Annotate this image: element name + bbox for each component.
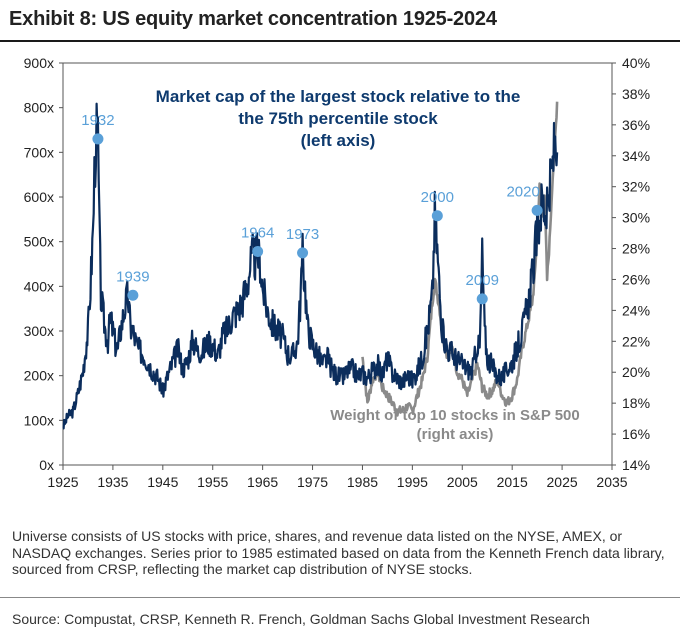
- x-tick-label: 1945: [147, 474, 178, 490]
- source-divider: [0, 597, 680, 598]
- x-tick-label: 2035: [596, 474, 627, 490]
- title-divider: [0, 40, 680, 42]
- gray-series-annotation: (right axis): [417, 426, 494, 443]
- concentration-chart: 1925 1935 1945 1955 1965 1975 1985 1995 2005 2015…: [24, 55, 650, 490]
- peak-label: 1932: [81, 112, 114, 129]
- right-y-tick-label: 22%: [622, 333, 650, 349]
- right-y-tick-label: 32%: [622, 179, 650, 195]
- navy-series-annotation: (left axis): [301, 131, 376, 150]
- peak-label: 2009: [466, 272, 499, 289]
- left-y-tick-label: 200x: [24, 368, 54, 384]
- left-y-tick-label: 100x: [24, 412, 54, 428]
- x-tick-label: 1935: [97, 474, 128, 490]
- peak-label: 1939: [116, 268, 149, 285]
- series-line-top10-weight: [361, 101, 559, 417]
- right-y-tick-label: 14%: [622, 457, 650, 473]
- left-y-tick-label: 800x: [24, 100, 54, 116]
- right-y-tick-label: 26%: [622, 271, 650, 287]
- peak-marker: [92, 133, 104, 145]
- navy-series-annotation: Market cap of the largest stock relative…: [156, 87, 521, 106]
- right-y-tick-label: 40%: [622, 55, 650, 71]
- peak-marker: [431, 210, 443, 222]
- chart-title: Exhibit 8: US equity market concentratio…: [9, 8, 497, 30]
- x-tick-label: 1985: [347, 474, 378, 490]
- x-tick-label: 1995: [397, 474, 428, 490]
- footnote: Universe consists of US stocks with pric…: [12, 528, 665, 577]
- left-y-tick-label: 900x: [24, 55, 54, 71]
- x-tick-label: 1925: [47, 474, 78, 490]
- peak-marker: [297, 247, 309, 259]
- left-y-tick-label: 0x: [39, 457, 54, 473]
- peak-marker: [531, 204, 543, 216]
- peak-label: 2000: [421, 189, 454, 206]
- peak-marker: [127, 289, 139, 301]
- source-text: Source: Compustat, CRSP, Kenneth R. Fren…: [12, 611, 590, 627]
- peak-label: 2020: [506, 183, 539, 200]
- right-y-tick-label: 24%: [622, 302, 650, 318]
- right-y-tick-label: 38%: [622, 86, 650, 102]
- right-y-tick-label: 34%: [622, 148, 650, 164]
- peak-marker: [476, 293, 488, 305]
- right-y-tick-label: 30%: [622, 210, 650, 226]
- peak-label: 1964: [241, 224, 274, 241]
- plot-frame: [62, 62, 613, 466]
- x-tick-label: 2025: [547, 474, 578, 490]
- right-y-tick-label: 36%: [622, 117, 650, 133]
- navy-series-annotation: the 75th percentile stock: [238, 109, 438, 128]
- left-y-tick-label: 600x: [24, 189, 54, 205]
- series-line-largest-vs-75th: [62, 102, 559, 430]
- left-y-tick-label: 400x: [24, 278, 54, 294]
- x-tick-label: 1965: [247, 474, 278, 490]
- x-tick-label: 1955: [197, 474, 228, 490]
- right-y-tick-label: 16%: [622, 426, 650, 442]
- right-y-tick-label: 20%: [622, 364, 650, 380]
- peak-marker: [252, 245, 264, 257]
- gray-series-annotation: Weight of top 10 stocks in S&P 500: [330, 407, 580, 424]
- peak-label: 1973: [286, 226, 319, 243]
- right-y-tick-label: 18%: [622, 395, 650, 411]
- x-tick-label: 2015: [497, 474, 528, 490]
- left-y-tick-label: 700x: [24, 144, 54, 160]
- left-y-tick-label: 300x: [24, 323, 54, 339]
- x-tick-label: 1975: [297, 474, 328, 490]
- right-y-tick-label: 28%: [622, 241, 650, 257]
- x-tick-label: 2005: [447, 474, 478, 490]
- left-y-tick-label: 500x: [24, 234, 54, 250]
